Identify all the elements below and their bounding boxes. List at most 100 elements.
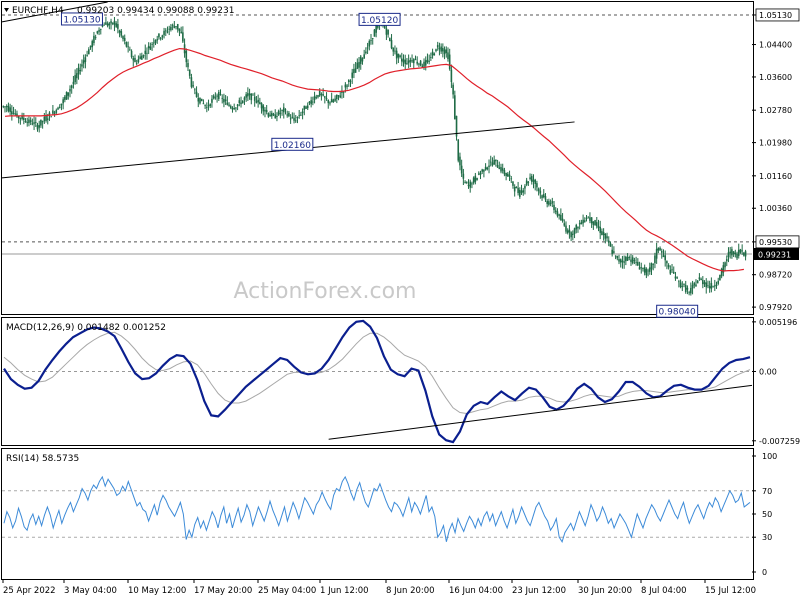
candle (373, 28, 376, 37)
candle (16, 110, 18, 118)
candle (175, 26, 177, 30)
candle (650, 262, 653, 276)
candle (111, 22, 114, 26)
candle (702, 276, 704, 289)
candle (696, 279, 699, 284)
candle (507, 171, 509, 177)
rsi-line (3, 475, 751, 543)
candle (76, 68, 78, 85)
candle (681, 281, 684, 292)
candle (498, 161, 501, 170)
macd-title: MACD(12,26,9) 0.001482 0.001252 (6, 323, 166, 333)
candle (614, 255, 617, 260)
candle (419, 59, 422, 67)
candle (192, 81, 194, 89)
candle (700, 277, 702, 281)
candle (412, 58, 415, 69)
candle (202, 99, 205, 105)
candle (259, 97, 261, 105)
candle (19, 117, 22, 125)
x-tick-label: 3 May 04:00 (64, 586, 117, 596)
candle (736, 251, 738, 260)
candle (399, 54, 401, 59)
candle (86, 50, 88, 57)
candle (219, 89, 222, 96)
candle (118, 29, 121, 38)
x-tick-label: 17 May 20:00 (194, 586, 252, 596)
candle (327, 99, 330, 109)
candle (647, 268, 649, 277)
candle (117, 18, 119, 34)
candle (233, 103, 235, 111)
candle (123, 34, 126, 45)
candle (125, 41, 128, 48)
candle (691, 280, 694, 295)
candle (134, 54, 136, 63)
candle (308, 101, 311, 106)
candle (45, 110, 47, 123)
candle (525, 177, 528, 187)
candle (464, 180, 466, 184)
candle (65, 91, 68, 100)
candle (705, 278, 708, 294)
candle (512, 180, 514, 189)
candle (69, 85, 71, 98)
candle (592, 221, 595, 230)
candle (94, 34, 97, 40)
candle (703, 280, 706, 288)
candle (724, 261, 726, 272)
candle (722, 261, 725, 277)
candle (354, 61, 357, 73)
price-annotation: 0.98040 (656, 304, 699, 318)
candle (595, 216, 598, 229)
candle (55, 108, 58, 115)
candle (481, 168, 483, 174)
candle (532, 174, 535, 189)
candle (626, 253, 629, 262)
macd-tick-label: -0.007259 (759, 437, 800, 446)
candle (137, 55, 140, 64)
candle (522, 187, 525, 196)
candle (9, 103, 11, 116)
candle (566, 228, 569, 235)
candle (252, 93, 254, 96)
candle (392, 47, 395, 56)
candle (334, 95, 336, 102)
candle (483, 169, 485, 178)
candle (178, 28, 181, 37)
price-annotation: 1.02160 (271, 137, 314, 151)
candle (129, 46, 131, 51)
candle (41, 120, 44, 129)
price-annotation: 1.05120 (358, 12, 401, 26)
candle (503, 167, 506, 177)
candle (171, 23, 174, 31)
candle (385, 24, 388, 41)
macd-line (3, 319, 751, 444)
candle (322, 88, 324, 97)
candle (474, 172, 477, 185)
rsi-title: RSI(14) 58.5735 (6, 454, 79, 464)
candle (664, 250, 666, 267)
candle (236, 103, 239, 111)
candle (496, 159, 499, 168)
candle (281, 109, 283, 116)
candle (577, 226, 579, 233)
candle (725, 255, 728, 267)
candle (325, 92, 328, 101)
candle (477, 171, 480, 176)
candle (563, 219, 566, 227)
candle (426, 53, 429, 64)
candle (452, 82, 454, 99)
candle (52, 105, 54, 115)
candle (570, 231, 572, 242)
candle (508, 170, 511, 182)
price-tick-label: 1.01160 (759, 172, 792, 181)
candle (67, 92, 70, 100)
candle (79, 63, 82, 75)
candle (573, 227, 576, 239)
candle (2, 105, 5, 109)
candle (84, 54, 87, 69)
candle (74, 69, 76, 85)
candle (29, 117, 32, 126)
candle (623, 255, 625, 269)
